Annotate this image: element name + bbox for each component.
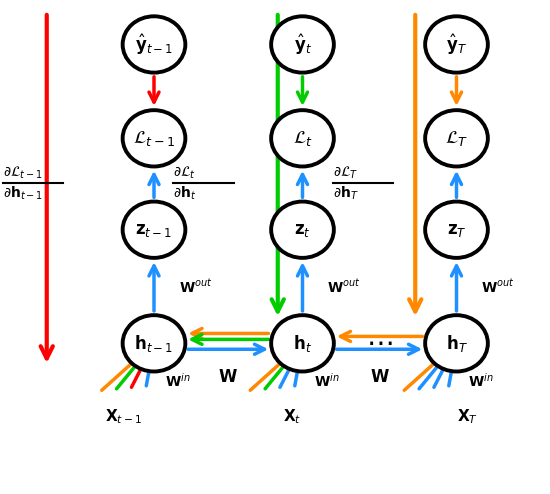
- Circle shape: [123, 16, 185, 73]
- Text: $\mathbf{z}_{t-1}$: $\mathbf{z}_{t-1}$: [135, 221, 173, 239]
- Text: $\partial \mathbf{h}_{t}$: $\partial \mathbf{h}_{t}$: [173, 184, 196, 202]
- Text: $\mathbf{h}_{t-1}$: $\mathbf{h}_{t-1}$: [134, 333, 174, 354]
- Text: $\hat{\mathbf{y}}_{T}$: $\hat{\mathbf{y}}_{T}$: [446, 32, 467, 57]
- Text: $\mathbf{h}_{t}$: $\mathbf{h}_{t}$: [293, 333, 312, 354]
- Text: $\mathcal{L}_{T}$: $\mathcal{L}_{T}$: [445, 129, 468, 148]
- Circle shape: [425, 16, 488, 73]
- Text: $\mathbf{X}_{t}$: $\mathbf{X}_{t}$: [283, 407, 302, 426]
- Text: $\mathbf{X}_{T}$: $\mathbf{X}_{T}$: [457, 407, 478, 426]
- Text: $\mathbf{W}^{out}$: $\mathbf{W}^{out}$: [179, 278, 212, 295]
- Text: $\mathbf{W}^{in}$: $\mathbf{W}^{in}$: [314, 371, 339, 389]
- Text: $\mathcal{L}_{t}$: $\mathcal{L}_{t}$: [293, 129, 312, 148]
- Circle shape: [425, 110, 488, 166]
- Text: $\mathbf{X}_{t-1}$: $\mathbf{X}_{t-1}$: [105, 407, 142, 426]
- Circle shape: [123, 202, 185, 258]
- Text: $\partial \mathbf{h}_{t-1}$: $\partial \mathbf{h}_{t-1}$: [3, 184, 43, 202]
- Text: $\mathbf{z}_{t}$: $\mathbf{z}_{t}$: [294, 221, 311, 239]
- Text: $\mathbf{W}$: $\mathbf{W}$: [370, 368, 389, 386]
- Text: $\partial \mathcal{L}_{T}$: $\partial \mathcal{L}_{T}$: [333, 165, 358, 181]
- Text: $\hat{\mathbf{y}}_{t-1}$: $\hat{\mathbf{y}}_{t-1}$: [135, 32, 173, 57]
- Text: $\cdots$: $\cdots$: [366, 329, 393, 357]
- Text: $\mathbf{W}^{in}$: $\mathbf{W}^{in}$: [165, 371, 191, 389]
- Text: $\mathbf{W}^{in}$: $\mathbf{W}^{in}$: [468, 371, 493, 389]
- Text: $\mathcal{L}_{t-1}$: $\mathcal{L}_{t-1}$: [133, 129, 175, 148]
- Text: $\hat{\mathbf{y}}_{t}$: $\hat{\mathbf{y}}_{t}$: [294, 32, 311, 57]
- Text: $\mathbf{W}^{out}$: $\mathbf{W}^{out}$: [327, 278, 361, 295]
- Circle shape: [425, 315, 488, 371]
- Circle shape: [123, 110, 185, 166]
- Circle shape: [271, 315, 334, 371]
- Text: $\mathbf{z}_{T}$: $\mathbf{z}_{T}$: [447, 221, 466, 239]
- Text: $\mathbf{h}_{T}$: $\mathbf{h}_{T}$: [446, 333, 468, 354]
- Circle shape: [123, 315, 185, 371]
- Text: $\partial \mathbf{h}_{T}$: $\partial \mathbf{h}_{T}$: [333, 184, 359, 202]
- Text: $\mathbf{W}^{out}$: $\mathbf{W}^{out}$: [481, 278, 515, 295]
- Circle shape: [271, 110, 334, 166]
- Text: $\mathbf{W}$: $\mathbf{W}$: [218, 368, 238, 386]
- Circle shape: [425, 202, 488, 258]
- Circle shape: [271, 16, 334, 73]
- Text: $\partial \mathcal{L}_{t-1}$: $\partial \mathcal{L}_{t-1}$: [3, 165, 43, 181]
- Text: $\partial \mathcal{L}_{t}$: $\partial \mathcal{L}_{t}$: [173, 165, 196, 181]
- Circle shape: [271, 202, 334, 258]
